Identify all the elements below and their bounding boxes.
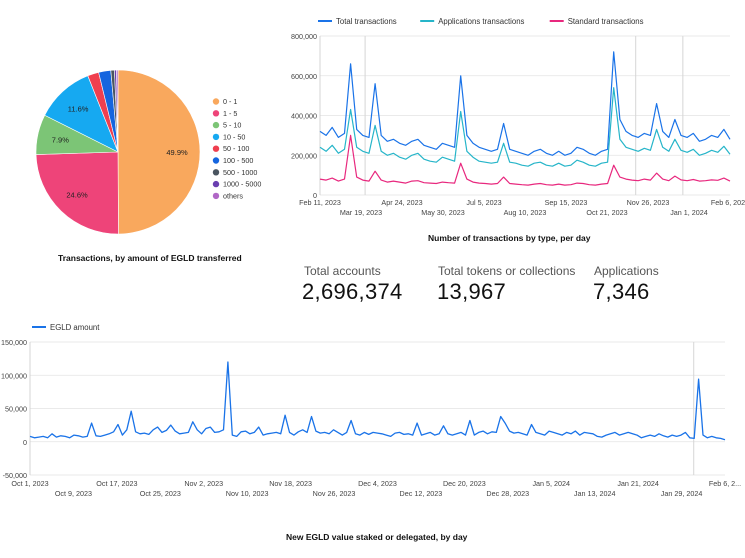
x-tick-label: Dec 28, 2023 — [486, 489, 529, 498]
legend-swatch-5-10 — [212, 121, 220, 129]
y-tick-label: 0 — [313, 191, 317, 200]
transactions-chart-title: Number of transactions by type, per day — [428, 233, 591, 243]
y-tick-label: 800,000 — [291, 32, 317, 41]
series-line-total-transactions — [319, 51, 731, 156]
legend-swatch-others — [212, 192, 220, 200]
pie-slice-label: 11.6% — [68, 104, 89, 113]
legend-swatch-50-100 — [212, 145, 220, 152]
x-tick-label: Feb 11, 2023 — [299, 198, 341, 207]
x-tick-label: Nov 26, 2023 — [313, 489, 356, 498]
pie-slice-0-1 — [117, 69, 201, 235]
x-tick-label: Oct 17, 2023 — [96, 479, 137, 488]
stat-total-tokens-label: Total tokens or collections — [438, 264, 576, 278]
legend-label-standard-transactions: Standard transactions — [568, 17, 644, 26]
stat-total-accounts-value: 2,696,374 — [302, 279, 403, 304]
pie-slices: 49.9% 24.6% 7.9% 11.6% — [35, 69, 201, 235]
x-tick-label: Oct 1, 2023 — [11, 479, 48, 488]
x-tick-label: Dec 4, 2023 — [358, 479, 397, 488]
pie-chart-title: Transactions, by amount of EGLD transfer… — [58, 253, 242, 263]
y-tick-label: 0 — [23, 438, 27, 447]
pie-chart: 49.9% 24.6% 7.9% 11.6% 0 - 1 1 - 5 5 - 10 10 -… — [35, 69, 261, 235]
legend-swatch-1000-5000 — [212, 180, 220, 188]
x-tick-label: Oct 21, 2023 — [586, 208, 627, 217]
x-tick-label: Jan 21, 2024 — [617, 479, 659, 488]
series-line-applications-transactions — [319, 87, 731, 167]
x-tick-label: Nov 18, 2023 — [269, 479, 312, 488]
x-tick-label: Nov 10, 2023 — [226, 489, 269, 498]
x-tick-label: May 30, 2023 — [421, 208, 465, 217]
x-tick-label: Oct 25, 2023 — [140, 489, 181, 498]
legend-label-applications-transactions: Applications transactions — [438, 17, 524, 26]
y-tick-label: 600,000 — [291, 72, 317, 81]
legend-label-5-10: 5 - 10 — [223, 121, 241, 130]
x-tick-label: Aug 10, 2023 — [504, 208, 547, 217]
x-tick-label: Sep 15, 2023 — [545, 198, 588, 207]
pie-slice-1-5 — [35, 151, 119, 235]
x-tick-label: Nov 2, 2023 — [184, 479, 223, 488]
egld-staked-line-chart: -50,000 0 50,000 100,000 150,000 Oct 1, 2023 O… — [1, 323, 741, 498]
pie-slice-label: 7.9% — [52, 135, 69, 144]
legend-swatch-500-1000 — [212, 169, 220, 176]
y-tick-label: 150,000 — [1, 338, 27, 347]
x-tick-label: Apr 24, 2023 — [381, 198, 422, 207]
legend-label-egld-amount: EGLD amount — [50, 323, 100, 332]
y-tick-label: 50,000 — [5, 405, 27, 414]
legend-swatch-10-50 — [212, 133, 220, 141]
stat-total-accounts-label: Total accounts — [304, 264, 381, 278]
stat-applications-value: 7,346 — [593, 279, 650, 304]
x-tick-label: Feb 6, 2... — [709, 479, 741, 488]
y-tick-label: 100,000 — [1, 371, 27, 380]
y-tick-label: -50,000 — [3, 471, 27, 480]
legend-label-1000-5000: 1000 - 5000 — [223, 180, 261, 189]
x-tick-label: Oct 9, 2023 — [55, 489, 92, 498]
x-tick-label: Jan 5, 2024 — [532, 479, 570, 488]
legend-swatch-100-500 — [212, 157, 220, 164]
legend-label-10-50: 10 - 50 — [223, 132, 245, 141]
legend-label-1-5: 1 - 5 — [223, 109, 237, 118]
x-tick-label: Feb 6, 2024 — [711, 198, 745, 207]
legend-label-100-500: 100 - 500 — [223, 156, 253, 165]
x-tick-label: Jan 13, 2024 — [574, 489, 616, 498]
pie-legend: 0 - 1 1 - 5 5 - 10 10 - 50 50 - 100 100 - 500… — [212, 97, 261, 200]
legend-label-500-1000: 500 - 1000 — [223, 168, 257, 177]
x-tick-label: Dec 12, 2023 — [400, 489, 443, 498]
x-tick-label: Nov 26, 2023 — [627, 198, 670, 207]
legend-label-others: others — [223, 191, 243, 200]
legend-label-50-100: 50 - 100 — [223, 144, 249, 153]
x-tick-label: Jul 5, 2023 — [466, 198, 501, 207]
legend-swatch-0-1 — [212, 98, 220, 105]
egld-chart-title: New EGLD value staked or delegated, by d… — [286, 532, 468, 542]
x-tick-label: Jan 1, 2024 — [670, 208, 708, 217]
pie-slice-label: 49.9% — [166, 148, 188, 157]
x-tick-label: Jan 29, 2024 — [661, 489, 703, 498]
y-tick-label: 200,000 — [291, 151, 317, 160]
stat-total-tokens-value: 13,967 — [437, 279, 507, 304]
series-line-standard-transactions — [319, 134, 731, 186]
series-line-egld-amount — [29, 361, 726, 441]
y-tick-label: 400,000 — [291, 112, 317, 121]
legend-label-total-transactions: Total transactions — [336, 17, 397, 26]
pie-slice-label: 24.6% — [66, 191, 88, 200]
pie-slice-others — [116, 69, 119, 153]
x-tick-label: Dec 20, 2023 — [443, 479, 486, 488]
stat-applications-label: Applications — [594, 264, 659, 278]
legend-label-0-1: 0 - 1 — [223, 97, 237, 106]
legend-swatch-1-5 — [212, 110, 220, 117]
x-tick-label: Mar 19, 2023 — [340, 208, 382, 217]
transactions-line-chart: 0 200,000 400,000 600,000 800,000 Feb 11, 202… — [291, 17, 745, 217]
